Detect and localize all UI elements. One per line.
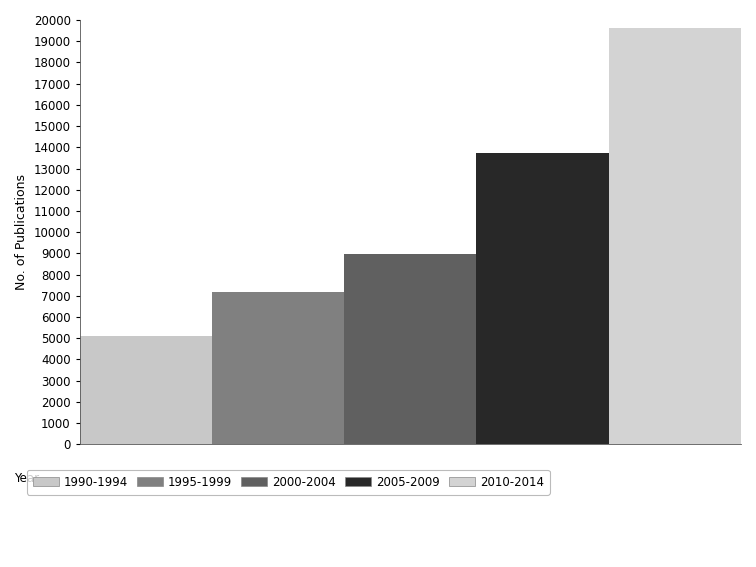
Bar bbox=[212, 291, 344, 445]
Text: Year: Year bbox=[14, 472, 39, 485]
Bar bbox=[79, 336, 212, 445]
Bar bbox=[476, 153, 609, 445]
Bar bbox=[344, 255, 476, 445]
Bar bbox=[609, 28, 741, 445]
Legend: 1990-1994, 1995-1999, 2000-2004, 2005-2009, 2010-2014: 1990-1994, 1995-1999, 2000-2004, 2005-20… bbox=[26, 469, 550, 494]
Y-axis label: No. of Publications: No. of Publications bbox=[15, 174, 28, 290]
